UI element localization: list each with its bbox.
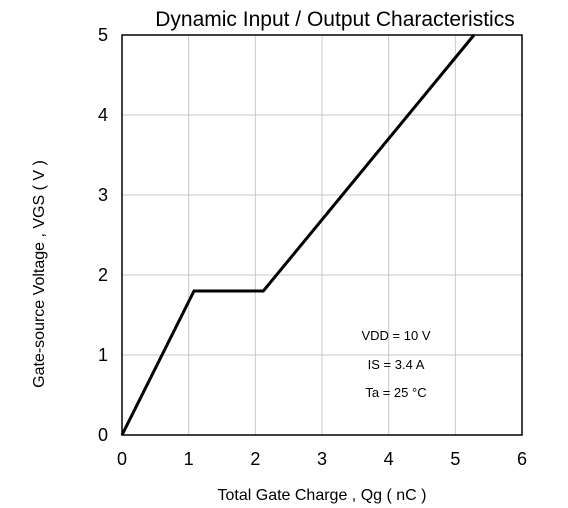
annotation-ta: Ta = 25 °C	[365, 385, 426, 400]
y-tick-label: 5	[98, 25, 108, 45]
plot-area	[121, 34, 523, 436]
y-tick-label: 3	[98, 185, 108, 205]
grid-lines	[122, 35, 522, 435]
series-layer	[120, 34, 476, 436]
series-line-0	[120, 34, 476, 436]
x-axis-label: Total Gate Charge , Qg ( nC )	[218, 487, 427, 504]
x-tick-label: 3	[317, 449, 327, 469]
chart-title: Dynamic Input / Output Characteristics	[155, 8, 514, 31]
annotation-vdd: VDD = 10 V	[361, 328, 430, 343]
x-tick-label: 4	[384, 449, 394, 469]
x-tick-label: 6	[517, 449, 527, 469]
x-tick-label: 5	[450, 449, 460, 469]
x-tick-label: 2	[250, 449, 260, 469]
y-tick-label: 2	[98, 265, 108, 285]
y-tick-label: 4	[98, 105, 108, 125]
conditions-annotation: VDD = 10 V IS = 3.4 A Ta = 25 °C	[361, 328, 430, 400]
y-tick-label: 1	[98, 345, 108, 365]
x-tick-label: 1	[184, 449, 194, 469]
y-axis-label: Gate-source Voltage , VGS ( V )	[31, 160, 48, 388]
tick-labels: 0 1 2 3 4 5 6 0 1 2 3 4 5	[98, 25, 527, 469]
annotation-is: IS = 3.4 A	[368, 357, 425, 372]
y-tick-label: 0	[98, 425, 108, 445]
x-tick-label: 0	[117, 449, 127, 469]
